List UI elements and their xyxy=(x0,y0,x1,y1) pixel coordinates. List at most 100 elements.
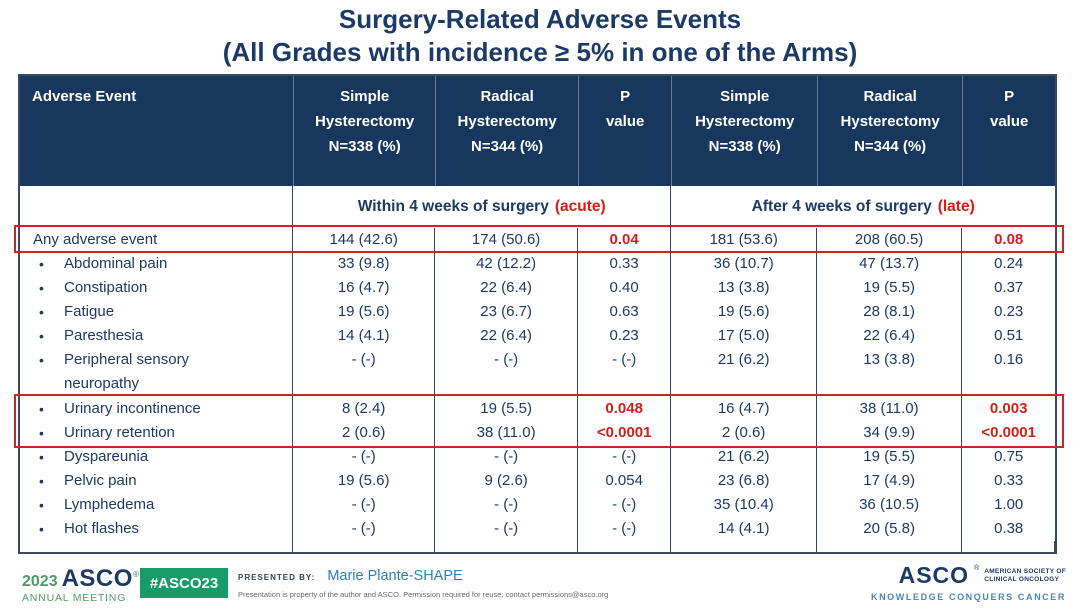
data-cell: 0.08 xyxy=(994,231,1024,248)
column-header-radical-hysterectomy-acute: Radical Hysterectomy N=344 (%) xyxy=(435,76,577,186)
bullet-icon: • xyxy=(39,401,44,417)
data-cell: 0.04 xyxy=(578,228,672,252)
column-header-p-value-acute: P value xyxy=(577,76,672,186)
data-cell: - (-) xyxy=(293,517,436,541)
data-cell: 0.63 xyxy=(578,300,672,324)
data-cell: - (-) xyxy=(435,348,578,397)
data-cell: 181 (53.6) xyxy=(671,228,817,252)
table-row: • Urinary retention 2 (0.6) 38 (11.0) <0.0… xyxy=(20,421,1055,445)
data-cell: - (-) xyxy=(293,445,436,469)
data-cell: <0.0001 xyxy=(981,424,1036,441)
acute-period-accent: (acute) xyxy=(554,198,606,215)
bullet-icon: • xyxy=(39,304,44,320)
table-header-row: Adverse Event Simple Hysterectomy N=338 … xyxy=(20,76,1055,186)
meeting-asco-wordmark: ASCO® xyxy=(61,565,140,592)
data-cell: 21 (6.2) xyxy=(671,445,817,469)
data-cell: 14 (4.1) xyxy=(293,324,436,348)
data-cell: 14 (4.1) xyxy=(671,517,817,541)
data-cell: 38 (11.0) xyxy=(435,421,578,445)
asco-tagline: KNOWLEDGE CONQUERS CANCER xyxy=(870,592,1066,602)
data-cell: 0.33 xyxy=(578,252,672,276)
column-header-simple-hysterectomy-late: Simple Hysterectomy N=338 (%) xyxy=(671,76,816,186)
table-row: • Lymphedema - (-) - (-) - (-) 35 (10.4) 36 … xyxy=(20,493,1055,517)
annual-meeting-label: ANNUAL MEETING xyxy=(22,592,127,604)
table-row: • Constipation 16 (4.7) 22 (6.4) 0.40 13 (3… xyxy=(20,276,1055,300)
table-row: • Peripheral sensory neuropathy - (-) - (… xyxy=(20,348,1055,397)
bullet-icon: • xyxy=(39,497,44,513)
table-subheader-row: Within 4 weeks of surgery (acute) After … xyxy=(20,186,1055,228)
data-cell: 22 (6.4) xyxy=(817,324,963,348)
data-cell: 23 (6.8) xyxy=(671,469,817,493)
row-label: • Paresthesia xyxy=(20,324,293,348)
asco-annual-meeting-logo: 2023 ASCO® ANNUAL MEETING xyxy=(22,564,140,605)
table-row: • Hot flashes - (-) - (-) - (-) 14 (4.1) 20 … xyxy=(20,517,1055,541)
registered-mark: ® xyxy=(974,565,980,572)
footer: 2023 ASCO® ANNUAL MEETING #ASCO23 PRESEN… xyxy=(0,556,1080,608)
bullet-icon: • xyxy=(39,328,44,344)
table-row: • Paresthesia 14 (4.1) 22 (6.4) 0.23 17 (5.… xyxy=(20,324,1055,348)
column-header-p-value-late: P value xyxy=(962,76,1055,186)
row-label: • Constipation xyxy=(20,276,293,300)
column-header-adverse-event: Adverse Event xyxy=(32,88,137,105)
data-cell: 0.003 xyxy=(989,400,1028,417)
data-cell: 17 (5.0) xyxy=(671,324,817,348)
data-cell: 0.054 xyxy=(578,469,672,493)
data-cell: 22 (6.4) xyxy=(435,324,578,348)
data-cell: 0.38 xyxy=(994,520,1024,537)
data-cell: 2 (0.6) xyxy=(293,421,436,445)
column-header-radical-hysterectomy-late: Radical Hysterectomy N=344 (%) xyxy=(816,76,962,186)
data-cell: 0.048 xyxy=(578,397,672,421)
row-label: • Dyspareunia xyxy=(20,445,293,469)
data-cell: 20 (5.8) xyxy=(817,517,963,541)
data-cell: - (-) xyxy=(435,445,578,469)
society-name: AMERICAN SOCIETY OF CLINICAL ONCOLOGY xyxy=(984,567,1066,583)
presented-by-label: PRESENTED BY: xyxy=(238,573,316,582)
data-cell: 22 (6.4) xyxy=(435,276,578,300)
bullet-icon: • xyxy=(39,425,44,441)
data-cell: 19 (5.6) xyxy=(671,300,817,324)
data-cell: 0.40 xyxy=(578,276,672,300)
data-cell: 1.00 xyxy=(994,496,1024,513)
adverse-events-table: Adverse Event Simple Hysterectomy N=338 … xyxy=(18,74,1057,554)
data-cell: 42 (12.2) xyxy=(435,252,578,276)
slide-title-line1: Surgery-Related Adverse Events xyxy=(338,4,742,34)
data-cell: 13 (3.8) xyxy=(671,276,817,300)
column-header-simple-hysterectomy-acute: Simple Hysterectomy N=338 (%) xyxy=(292,76,435,186)
bullet-icon: • xyxy=(39,256,44,272)
data-cell: 21 (6.2) xyxy=(671,348,817,397)
data-cell: - (-) xyxy=(578,493,672,517)
table-row: • Abdominal pain 33 (9.8) 42 (12.2) 0.33 36… xyxy=(20,252,1055,276)
data-cell: 13 (3.8) xyxy=(817,348,963,397)
bullet-icon: • xyxy=(39,449,44,465)
row-label: • Fatigue xyxy=(20,300,293,324)
data-cell: 17 (4.9) xyxy=(817,469,963,493)
data-cell: 0.33 xyxy=(994,472,1024,489)
table-row: • Dyspareunia - (-) - (-) - (-) 21 (6.2) 19 … xyxy=(20,445,1055,469)
data-cell: 36 (10.7) xyxy=(671,252,817,276)
data-cell: 9 (2.6) xyxy=(435,469,578,493)
data-cell: - (-) xyxy=(578,517,672,541)
subheader-empty-cell xyxy=(20,186,293,228)
data-cell: 19 (5.5) xyxy=(435,397,578,421)
meeting-year: 2023 xyxy=(22,573,58,590)
row-label: • Urinary incontinence xyxy=(20,397,293,421)
registered-mark: ® xyxy=(132,570,140,579)
disclaimer-text: Presentation is property of the author a… xyxy=(238,590,609,599)
data-cell: - (-) xyxy=(293,493,436,517)
presenter-name: Marie Plante-SHAPE xyxy=(327,568,463,584)
hashtag-badge: #ASCO23 xyxy=(140,568,228,598)
data-cell: 2 (0.6) xyxy=(671,421,817,445)
table-bottom-filler xyxy=(20,541,1055,552)
data-cell: 19 (5.5) xyxy=(817,445,963,469)
bullet-icon: • xyxy=(39,352,44,368)
data-cell: 35 (10.4) xyxy=(671,493,817,517)
data-cell: 16 (4.7) xyxy=(293,276,436,300)
subheader-late-period: After 4 weeks of surgery (late) xyxy=(671,186,1055,228)
data-cell: 19 (5.6) xyxy=(293,300,436,324)
data-cell: 33 (9.8) xyxy=(293,252,436,276)
row-label: • Lymphedema xyxy=(20,493,293,517)
row-label: • Pelvic pain xyxy=(20,469,293,493)
data-cell: 28 (8.1) xyxy=(817,300,963,324)
row-label: • Urinary retention xyxy=(20,421,293,445)
table-row: • Urinary incontinence 8 (2.4) 19 (5.5) 0.… xyxy=(20,397,1055,421)
